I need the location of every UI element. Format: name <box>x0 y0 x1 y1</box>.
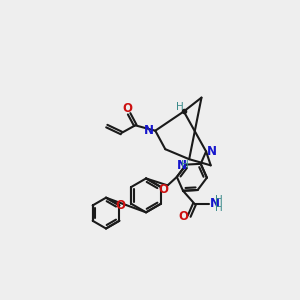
Text: H: H <box>176 102 184 112</box>
Text: N: N <box>144 124 154 137</box>
Text: N: N <box>207 145 217 158</box>
Text: H: H <box>215 203 223 213</box>
Text: O: O <box>116 199 126 212</box>
Text: H: H <box>182 160 189 170</box>
Text: H: H <box>215 195 223 205</box>
Text: N: N <box>176 159 187 172</box>
Text: N: N <box>210 197 220 210</box>
Text: O: O <box>159 183 169 196</box>
Text: O: O <box>123 102 133 115</box>
Text: O: O <box>179 211 189 224</box>
